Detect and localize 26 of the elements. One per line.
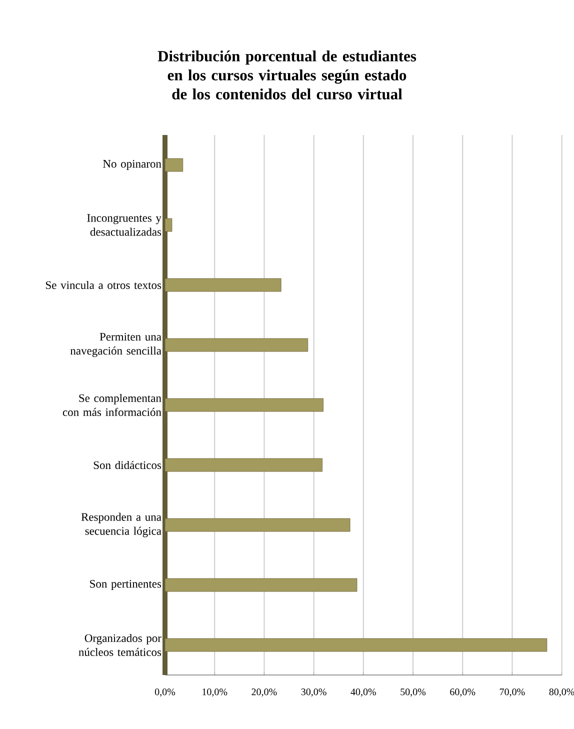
- y-tick-label: Son didácticos: [94, 460, 162, 470]
- bar: [165, 458, 322, 472]
- y-tick-label: Se complementan con más información: [62, 394, 162, 416]
- x-tick-label: 50,0%: [400, 688, 426, 697]
- bar: [165, 398, 324, 412]
- x-tick-label: 10,0%: [202, 688, 228, 697]
- bar: [165, 638, 548, 652]
- y-tick-label: Permiten una navegación sencilla: [70, 332, 162, 358]
- x-tick-label: 70,0%: [500, 688, 525, 697]
- x-tick-label: 40,0%: [350, 688, 376, 697]
- y-tick-label: Incongruentes y desactualizadas: [87, 214, 162, 236]
- y-tick-label: No opinaron: [103, 160, 162, 170]
- bar: [165, 338, 308, 352]
- bar: [165, 518, 350, 532]
- x-tick-label: 60,0%: [450, 688, 476, 697]
- bar: [165, 278, 282, 292]
- y-tick-label: Son pertinentes: [90, 580, 162, 590]
- y-tick-label: Responden a una secuencia lógica: [81, 512, 162, 538]
- x-tick-label: 20,0%: [252, 688, 277, 697]
- chart-title: Distribución porcentual de estudiantes en los cursos virtuales según estado de los contenidos del curso virtual: [158, 50, 416, 100]
- x-tick-label: 0,0%: [154, 688, 176, 697]
- bar: [165, 578, 358, 592]
- y-tick-label: Organizados por núcleos temáticos: [78, 634, 162, 656]
- x-tick-label: 30,0%: [301, 688, 326, 697]
- y-tick-label: Se vincula a otros textos: [46, 280, 162, 290]
- x-tick-label: 80,0%: [549, 688, 574, 697]
